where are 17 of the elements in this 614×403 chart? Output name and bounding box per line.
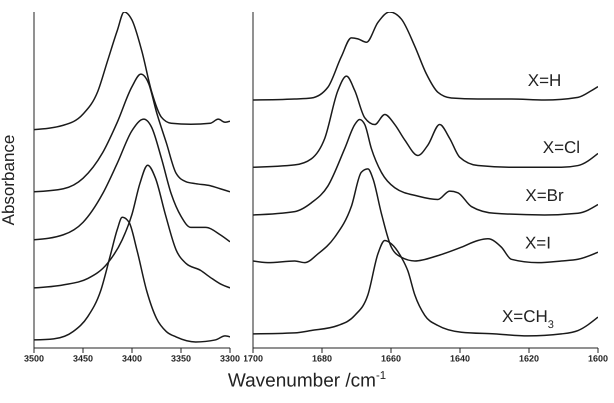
x-axis-title: Wavenumber /cm$^{-1}$ xyxy=(228,370,386,392)
series-label: X=I xyxy=(524,234,551,253)
x-tick-label: 1600 xyxy=(588,353,608,364)
x-tick-label: 1660 xyxy=(380,353,402,364)
x-tick-label: 3300 xyxy=(220,353,240,364)
x-tick-label: 1620 xyxy=(518,353,540,364)
x-tick-label: 3350 xyxy=(170,353,192,364)
series-label: X=CH$_{3}$ xyxy=(502,306,554,331)
series-label: X=Br xyxy=(525,186,564,205)
series-label: X=H xyxy=(528,71,562,90)
x-tick-label: 1640 xyxy=(450,353,470,364)
series-label: X=Cl xyxy=(542,138,580,158)
x-tick-label: 1680 xyxy=(312,353,332,364)
x-tick-label: 3500 xyxy=(24,353,44,364)
x-tick-label: 3400 xyxy=(122,353,142,364)
y-axis-title: Absorbance xyxy=(0,134,18,226)
x-tick-label: 3450 xyxy=(72,353,94,364)
